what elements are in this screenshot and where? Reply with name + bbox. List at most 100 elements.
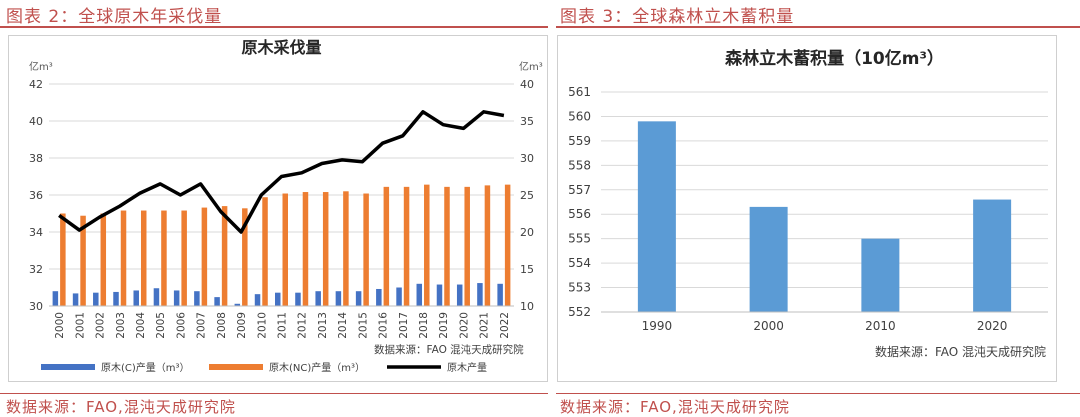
x-tick-label: 2015 — [357, 312, 369, 339]
bar-nc-2016 — [383, 186, 390, 306]
legend-label-c: 原木(C)产量（m³） — [101, 361, 190, 374]
y-tick-label-right: 20 — [520, 226, 534, 239]
bar-nc-2010 — [262, 197, 268, 306]
x-tick-label: 2005 — [155, 312, 167, 339]
x-tick-label: 2008 — [216, 312, 228, 339]
x-tick-label: 2010 — [256, 312, 268, 339]
y-tick-label-left: 38 — [29, 152, 43, 165]
x-tick-label: 2014 — [337, 312, 349, 339]
bar-nc-2022 — [504, 184, 511, 306]
x-tick-label: 2019 — [438, 312, 450, 339]
y-tick-label: 555 — [568, 232, 591, 246]
bar-nc-2007 — [201, 207, 208, 306]
y-tick-label: 557 — [568, 183, 591, 197]
y-tick-label-right: 15 — [520, 263, 534, 276]
x-tick-label: 2000 — [54, 312, 66, 339]
y-tick-label-right: 35 — [520, 115, 534, 128]
y-tick-label: 561 — [568, 85, 591, 99]
x-tick-label: 2006 — [175, 312, 187, 339]
bar-nc-2009 — [242, 208, 248, 306]
y-tick-label-left: 34 — [29, 226, 43, 239]
chart-source-note: 数据来源：FAO 混沌天成研究院 — [875, 344, 1046, 359]
bar-nc-2017 — [403, 186, 410, 306]
bar-nc-2015 — [363, 193, 369, 306]
bar-c-2012 — [295, 292, 301, 306]
figure-3-caption: 图表 3：全球森林立木蓄积量 — [560, 7, 795, 27]
x-tick-label: 2017 — [398, 312, 410, 339]
bar-c-2003 — [113, 291, 119, 306]
bar-nc-2019 — [444, 186, 450, 306]
bar-nc-2006 — [181, 210, 187, 306]
figure-2-caption: 图表 2：全球原木年采伐量 — [6, 7, 223, 27]
y-tick-label: 553 — [568, 281, 591, 295]
bar-nc-2000 — [60, 213, 66, 306]
bar-nc-2020 — [464, 186, 470, 306]
figure-3-source-note: 数据来源：FAO,混沌天成研究院 — [560, 398, 790, 416]
y-axis-unit-left: 亿m³ — [29, 60, 53, 73]
y-axis-unit-right: 亿m³ — [519, 60, 543, 73]
chart-source-note: 数据来源：FAO 混沌天成研究院 — [374, 343, 524, 356]
x-tick-label: 2016 — [378, 312, 390, 339]
x-tick-label: 2002 — [95, 312, 107, 339]
standing-stock-chart-panel: 森林立木蓄积量（10亿m³） 552 553 554 555 556 557 558 559 56… — [557, 35, 1057, 382]
source-rule-left — [0, 393, 548, 394]
standing-stock-chart: 森林立木蓄积量（10亿m³） 552 553 554 555 556 557 558 559 56… — [568, 48, 1048, 359]
bar-c-2008 — [214, 297, 220, 306]
y-tick-label: 556 — [568, 207, 591, 221]
bar-c-2000 — [52, 291, 59, 306]
x-tick-label: 2010 — [865, 319, 896, 333]
bar-c-2001 — [72, 293, 79, 306]
legend-label-nc: 原木(NC)产量（m³） — [269, 361, 365, 374]
bar-c-2010 — [254, 294, 261, 306]
bar-nc-2012 — [302, 192, 309, 306]
bar-c-2014 — [335, 291, 342, 306]
y-tick-label-right: 25 — [520, 189, 534, 202]
x-tick-label: 2007 — [196, 312, 208, 339]
bar-c-2019 — [436, 284, 443, 306]
line-series-total — [58, 110, 505, 234]
chart-title: 森林立木蓄积量（10亿m³） — [725, 48, 944, 69]
y-tick-label-left: 42 — [29, 78, 43, 91]
x-tick-label: 2013 — [317, 312, 329, 339]
bar-nc-2014 — [343, 191, 349, 306]
x-tick-label: 2018 — [418, 312, 430, 339]
bar-nc-2003 — [120, 210, 127, 306]
bar-2010 — [861, 238, 900, 312]
bar-nc-2011 — [282, 193, 288, 306]
bar-c-2015 — [355, 291, 362, 306]
bar-c-2006 — [173, 290, 180, 306]
x-tick-label: 2022 — [499, 312, 511, 339]
bar-c-2004 — [133, 290, 139, 306]
bar-c-2005 — [153, 288, 160, 306]
bar-2020 — [973, 199, 1012, 312]
y-tick-label: 559 — [568, 134, 591, 148]
bar-c-2022 — [497, 283, 503, 306]
y-tick-label: 558 — [568, 158, 591, 172]
bar-c-2020 — [456, 284, 463, 306]
y-tick-label: 554 — [568, 256, 591, 270]
bar-nc-2001 — [80, 215, 86, 306]
bar-nc-2005 — [161, 210, 167, 306]
y-tick-label-left: 30 — [29, 300, 43, 313]
bar-c-2009 — [234, 303, 241, 306]
x-tick-label: 2000 — [753, 319, 784, 333]
bar-nc-2008 — [221, 206, 228, 306]
y-tick-label-right: 40 — [520, 78, 534, 91]
x-tick-label: 2003 — [115, 312, 127, 339]
y-tick-label: 552 — [568, 305, 591, 319]
figure-2-source-note: 数据来源：FAO,混沌天成研究院 — [6, 398, 236, 416]
legend-swatch-c — [41, 364, 95, 370]
x-tick-label: 2012 — [297, 312, 309, 339]
x-tick-label: 2020 — [458, 312, 470, 339]
x-tick-label: 2004 — [135, 312, 147, 339]
bar-nc-2004 — [140, 210, 147, 306]
bar-nc-2002 — [100, 213, 107, 306]
timber-harvest-chart-panel: 原木采伐量 亿m³ 亿m³ 30 32 34 36 38 40 42 10 15 20 25 30 35 40 2… — [8, 35, 548, 382]
y-tick-label-left: 40 — [29, 115, 43, 128]
y-tick-label-left: 36 — [29, 189, 43, 202]
bar-c-2002 — [93, 292, 99, 306]
x-tick-label: 2009 — [236, 312, 248, 339]
x-tick-label: 2021 — [479, 312, 491, 339]
legend-label-line: 原木产量 — [447, 361, 487, 374]
